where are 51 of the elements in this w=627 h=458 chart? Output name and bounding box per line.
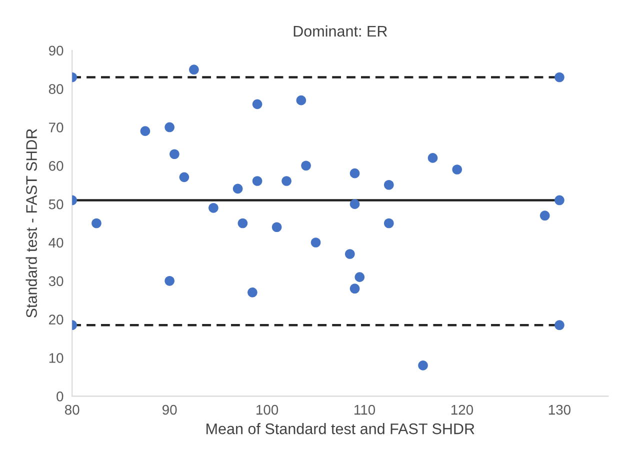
point [238, 218, 248, 228]
point [248, 288, 258, 298]
x-tick-label: 90 [162, 404, 177, 415]
y-tick-label: 80 [48, 84, 64, 94]
point [310, 238, 321, 248]
x-tick-label: 130 [548, 404, 570, 415]
y-tick-label: 60 [49, 160, 64, 171]
chart-title: Dominant: ER [294, 25, 387, 37]
point [282, 176, 292, 186]
point [554, 320, 564, 330]
point [140, 126, 150, 136]
point [384, 180, 394, 190]
point [384, 218, 394, 228]
point [252, 99, 262, 110]
y-tick-label: 50 [48, 199, 64, 210]
point [164, 276, 174, 286]
point [428, 153, 438, 163]
point [554, 72, 564, 82]
point [252, 176, 262, 186]
x-tick-label: 80 [64, 404, 80, 415]
x-tick-label: 120 [451, 404, 474, 415]
point [179, 172, 190, 182]
point [170, 149, 180, 160]
point [350, 168, 360, 178]
y-tick-label: 10 [49, 353, 64, 363]
point [350, 284, 360, 294]
point [296, 95, 306, 106]
y-tick-label: 30 [48, 276, 64, 286]
point [208, 202, 218, 213]
x-axis-title: Mean of Standard test and FAST SHDR [206, 423, 474, 434]
x-tick-label: 100 [256, 404, 278, 415]
point [189, 64, 199, 74]
point [418, 360, 428, 370]
y-tick-label: 40 [48, 238, 64, 248]
y-tick-label: 20 [49, 314, 64, 324]
x-tick-label: 110 [354, 404, 376, 415]
y-tick-label: 70 [49, 122, 64, 132]
point [301, 160, 311, 171]
point [540, 210, 550, 220]
point [354, 272, 365, 282]
point [92, 218, 102, 228]
point [452, 164, 462, 174]
point [554, 195, 564, 206]
point [272, 222, 282, 232]
y-tick-label: 90 [48, 46, 64, 56]
y-axis-title: Standard test - FAST SHDR [26, 129, 37, 318]
point [344, 249, 355, 259]
point [350, 199, 360, 209]
y-tick-label: 0 [56, 392, 64, 402]
point [232, 184, 243, 194]
point [164, 122, 174, 132]
